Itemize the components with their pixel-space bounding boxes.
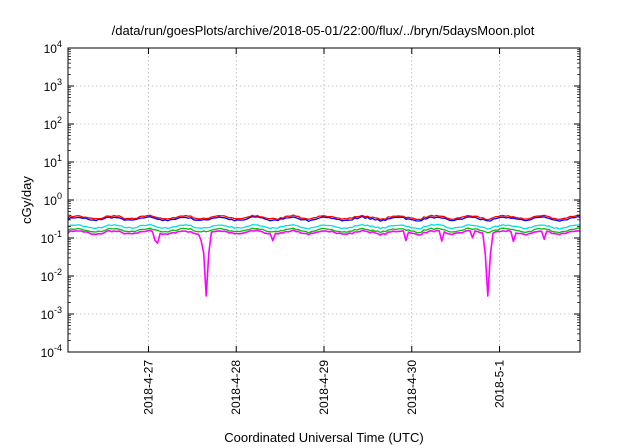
series-line — [67, 227, 581, 234]
y-tick-label: 10-3 — [41, 305, 62, 322]
series-line — [67, 229, 581, 297]
series-line — [67, 215, 581, 222]
series-layer — [67, 214, 581, 297]
y-tick-label: 10-1 — [41, 229, 62, 246]
x-tick-label: 2018-4-30 — [405, 360, 419, 415]
x-axis-label: Coordinated Universal Time (UTC) — [224, 430, 423, 445]
y-tick-label: 102 — [44, 115, 62, 132]
y-tick-label: 10-2 — [41, 267, 62, 284]
tick-layer: 10-4 10-3 10-2 10-1 100 101 102 103 104 2018-4-27… — [41, 39, 580, 415]
x-tick-label: 2018-4-28 — [229, 360, 243, 415]
y-tick-label: 101 — [44, 153, 62, 170]
y-axis-label: cGy/day — [19, 176, 34, 224]
y-tick-label: 104 — [44, 39, 62, 56]
x-tick-label: 2018-4-29 — [317, 360, 331, 415]
chart-title: /data/run/goesPlots/archive/2018-05-01/2… — [112, 23, 535, 38]
series-line — [67, 214, 581, 221]
grid — [68, 48, 580, 352]
y-tick-label: 10-4 — [41, 343, 62, 360]
series-line — [67, 223, 580, 230]
x-tick-label: 2018-4-27 — [141, 360, 155, 415]
y-tick-label: 103 — [44, 77, 62, 94]
x-tick-label: 2018-5-1 — [493, 360, 507, 408]
y-tick-label: 100 — [44, 191, 62, 208]
